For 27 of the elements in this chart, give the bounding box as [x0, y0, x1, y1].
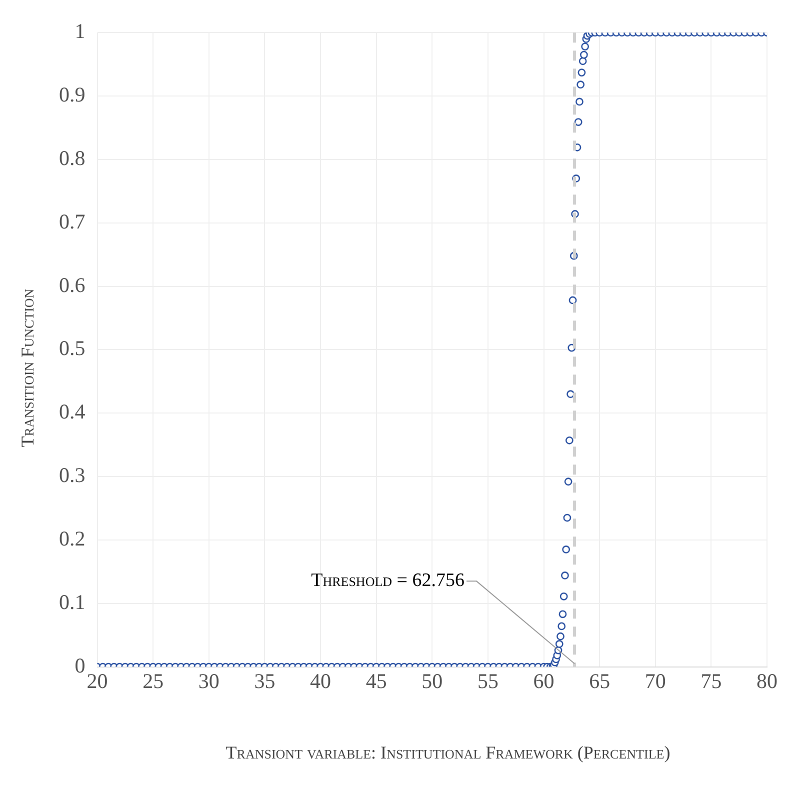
x-tick-label: 60 — [533, 668, 554, 693]
x-tick-label: 30 — [198, 668, 220, 693]
x-tick-label: 40 — [310, 668, 331, 693]
y-axis-title: Transitioin Function — [18, 288, 38, 448]
x-tick-label: 50 — [422, 668, 443, 693]
x-tick-label: 35 — [254, 668, 276, 693]
y-tick-label: 0 — [74, 653, 86, 678]
x-tick-label: 25 — [142, 668, 164, 693]
ref-line-label: Threshold = 62.756 — [311, 570, 465, 592]
x-tick-label: 75 — [700, 668, 722, 693]
y-tick-label: 0.8 — [59, 146, 86, 170]
y-tick-label: 0.3 — [59, 463, 86, 488]
y-tick-label: 0.9 — [59, 82, 86, 107]
y-tick-label: 0.5 — [59, 336, 86, 360]
y-tick-label: 1 — [74, 19, 86, 44]
x-tick-label: 55 — [477, 668, 498, 693]
y-tick-label: 0.4 — [59, 400, 86, 424]
x-tick-label: 20 — [86, 668, 108, 693]
y-tick-label: 0.1 — [59, 590, 86, 614]
x-axis-title: Transiont variable: Institutional Framework (Percentile) — [226, 742, 670, 764]
y-tick-label: 0.6 — [59, 272, 86, 297]
y-tick-label: 0.2 — [59, 526, 86, 550]
x-tick-label: 45 — [366, 668, 387, 693]
x-tick-label: 65 — [589, 668, 610, 693]
x-tick-label: 70 — [644, 668, 666, 693]
y-tick-label: 0.7 — [59, 209, 86, 234]
x-tick-label: 80 — [756, 668, 778, 693]
